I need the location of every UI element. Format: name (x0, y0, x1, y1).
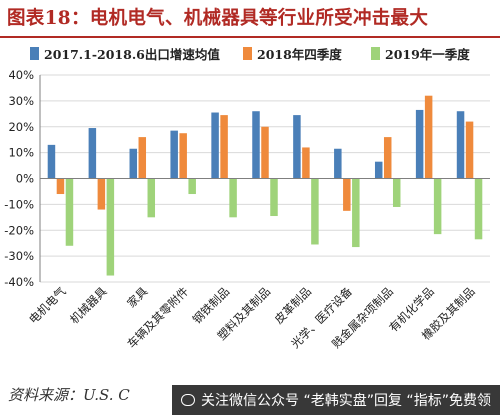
y-tick-label: -40% (4, 275, 34, 289)
bar-series-2 (424, 95, 433, 179)
bar-series-3 (106, 178, 115, 276)
bar-series-3 (188, 178, 196, 195)
source-note: 资料来源：U.S. C (8, 386, 130, 404)
x-category-label: 电机电气 (26, 284, 69, 327)
bar-series-3 (270, 178, 278, 217)
bar-series-1 (293, 115, 301, 179)
bar-series-3 (352, 178, 360, 248)
wechat-icon (181, 394, 196, 406)
legend-swatch-series-1 (30, 47, 39, 60)
bar-series-1 (47, 144, 56, 179)
legend-swatch-series-2 (243, 47, 252, 60)
legend-item-series-2: 2018年四季度 (243, 44, 342, 63)
bar-series-1 (129, 148, 138, 179)
legend-item-series-1: 2017.1-2018.6出口增速均值 (30, 44, 220, 63)
watermark-text: 关注微信公众号 “老韩实盘”回复 “指标”免费领 (201, 393, 491, 409)
bar-series-1 (456, 111, 465, 179)
bar-series-3 (392, 178, 401, 207)
bar-series-1 (211, 112, 219, 179)
bar-series-1 (252, 111, 260, 179)
bar-series-2 (138, 137, 147, 179)
legend-label-series-3: 2019年一季度 (385, 47, 470, 62)
y-tick-label: 20% (8, 120, 34, 134)
x-category-label: 机械器具 (67, 284, 110, 327)
bar-series-2 (261, 126, 269, 179)
legend-label-series-2: 2018年四季度 (257, 47, 342, 62)
bar-series-2 (465, 121, 474, 179)
y-tick-label: -30% (4, 249, 34, 263)
bar-series-3 (229, 178, 237, 218)
bar-series-3 (311, 178, 319, 245)
bar-series-2 (56, 178, 65, 195)
bar-series-2 (302, 147, 310, 179)
bar-series-2 (179, 133, 187, 179)
y-tick-label: -10% (4, 197, 34, 211)
chart-legend: 2017.1-2018.6出口增速均值 2018年四季度 2019年一季度 (0, 44, 500, 62)
x-category-label: 家具 (124, 284, 151, 311)
y-tick-label: 0% (16, 172, 34, 186)
bar-series-3 (433, 178, 442, 235)
legend-label-series-1: 2017.1-2018.6出口增速均值 (44, 47, 220, 62)
bar-series-2 (383, 137, 392, 179)
bar-series-2 (220, 115, 228, 179)
watermark-banner: 关注微信公众号 “老韩实盘”回复 “指标”免费领 (172, 385, 500, 415)
bar-series-3 (147, 178, 156, 218)
bar-series-1 (170, 130, 178, 179)
y-tick-label: 30% (8, 94, 34, 108)
bar-series-3 (474, 178, 483, 240)
bar-series-1 (88, 128, 97, 179)
legend-item-series-3: 2019年一季度 (371, 44, 470, 63)
title-divider (0, 36, 500, 38)
bar-series-1 (374, 161, 383, 179)
y-tick-label: 40% (8, 68, 34, 82)
bar-series-2 (97, 178, 106, 210)
bar-series-1 (415, 109, 424, 179)
bar-series-2 (343, 178, 351, 211)
y-tick-label: -20% (4, 223, 34, 237)
y-tick-label: 10% (8, 146, 34, 160)
bar-series-3 (65, 178, 74, 246)
chart-title: 图表18：电机电气、机械器具等行业所受冲击最大 (7, 8, 429, 29)
legend-swatch-series-3 (371, 47, 380, 60)
bar-series-1 (334, 148, 342, 179)
